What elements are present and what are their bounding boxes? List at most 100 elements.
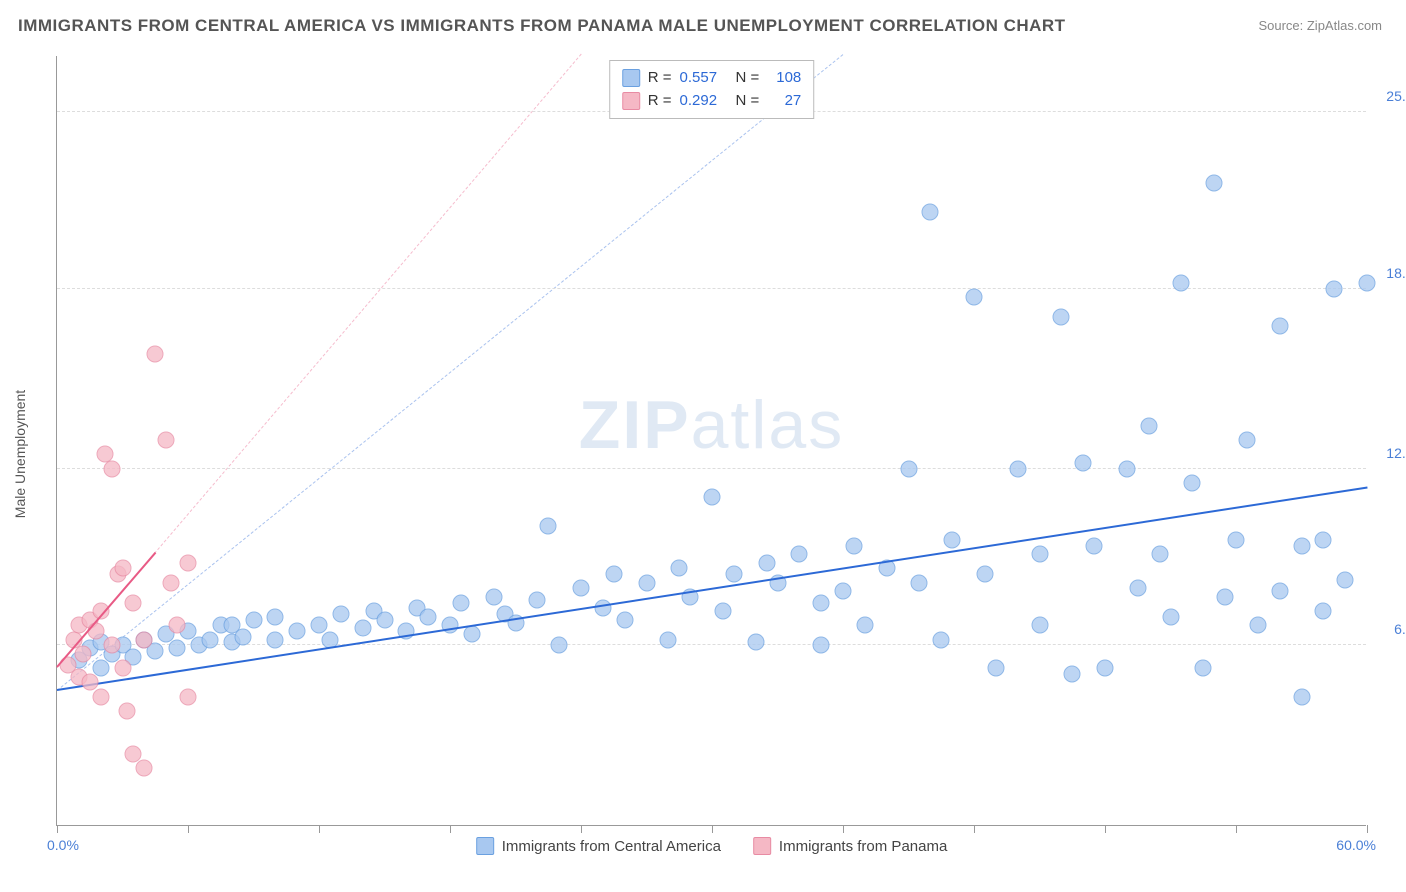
scatter-point <box>1009 460 1026 477</box>
scatter-point <box>966 289 983 306</box>
stat-n-value: 108 <box>767 67 801 90</box>
scatter-point <box>267 608 284 625</box>
scatter-point <box>485 588 502 605</box>
gridline <box>57 644 1366 645</box>
scatter-point <box>1315 603 1332 620</box>
scatter-point <box>92 688 109 705</box>
scatter-point <box>1140 417 1157 434</box>
scatter-point <box>638 574 655 591</box>
x-tick <box>450 825 451 833</box>
scatter-point <box>1195 660 1212 677</box>
x-tick <box>1105 825 1106 833</box>
x-tick <box>974 825 975 833</box>
scatter-point <box>420 608 437 625</box>
scatter-point <box>234 628 251 645</box>
scatter-point <box>1206 175 1223 192</box>
scatter-point <box>747 634 764 651</box>
scatter-point <box>1031 617 1048 634</box>
stat-n-label: N = <box>736 90 760 113</box>
scatter-point <box>791 546 808 563</box>
scatter-point <box>1293 688 1310 705</box>
stat-r-value: 0.292 <box>680 90 728 113</box>
scatter-point <box>1129 580 1146 597</box>
scatter-point <box>1184 474 1201 491</box>
stat-r-value: 0.557 <box>680 67 728 90</box>
scatter-point <box>463 625 480 642</box>
scatter-point <box>125 594 142 611</box>
scatter-point <box>976 566 993 583</box>
scatter-point <box>1151 546 1168 563</box>
scatter-point <box>987 660 1004 677</box>
scatter-point <box>1086 537 1103 554</box>
scatter-point <box>1118 460 1135 477</box>
scatter-point <box>1271 317 1288 334</box>
scatter-point <box>900 460 917 477</box>
stats-row: R =0.557N =108 <box>622 67 802 90</box>
trend-line-extrapolation <box>57 54 844 691</box>
scatter-point <box>714 603 731 620</box>
scatter-point <box>911 574 928 591</box>
scatter-point <box>92 660 109 677</box>
x-tick <box>188 825 189 833</box>
plot-area: ZIPatlas R =0.557N =108R =0.292N =27 0.0… <box>56 56 1366 826</box>
scatter-point <box>1293 537 1310 554</box>
scatter-point <box>114 560 131 577</box>
stat-n-label: N = <box>736 67 760 90</box>
y-tick-label: 18.8% <box>1386 265 1406 281</box>
x-tick <box>319 825 320 833</box>
scatter-point <box>180 554 197 571</box>
scatter-point <box>354 620 371 637</box>
scatter-point <box>114 660 131 677</box>
scatter-point <box>103 637 120 654</box>
y-axis-label: Male Unemployment <box>12 390 28 518</box>
scatter-point <box>158 432 175 449</box>
scatter-point <box>1217 588 1234 605</box>
scatter-point <box>725 566 742 583</box>
scatter-point <box>856 617 873 634</box>
legend-item: Immigrants from Central America <box>476 837 721 855</box>
scatter-point <box>1064 665 1081 682</box>
stats-legend-box: R =0.557N =108R =0.292N =27 <box>609 60 815 119</box>
scatter-point <box>845 537 862 554</box>
scatter-point <box>1053 309 1070 326</box>
scatter-point <box>1326 280 1343 297</box>
gridline <box>57 468 1366 469</box>
scatter-point <box>1173 275 1190 292</box>
watermark: ZIPatlas <box>579 386 844 464</box>
scatter-point <box>758 554 775 571</box>
legend-swatch <box>622 92 640 110</box>
scatter-point <box>944 531 961 548</box>
scatter-point <box>933 631 950 648</box>
scatter-point <box>573 580 590 597</box>
scatter-point <box>704 489 721 506</box>
scatter-point <box>267 631 284 648</box>
scatter-point <box>1075 454 1092 471</box>
legend-swatch <box>476 837 494 855</box>
legend-label: Immigrants from Central America <box>502 838 721 855</box>
x-tick <box>1236 825 1237 833</box>
scatter-point <box>452 594 469 611</box>
scatter-point <box>136 759 153 776</box>
scatter-point <box>551 637 568 654</box>
trend-line <box>57 487 1367 691</box>
scatter-point <box>169 640 186 657</box>
scatter-point <box>1228 531 1245 548</box>
x-tick <box>1367 825 1368 833</box>
scatter-point <box>922 203 939 220</box>
legend-label: Immigrants from Panama <box>779 838 947 855</box>
stat-n-value: 27 <box>767 90 801 113</box>
scatter-point <box>147 346 164 363</box>
legend-swatch <box>622 69 640 87</box>
x-axis-min-label: 0.0% <box>47 837 79 853</box>
x-tick <box>843 825 844 833</box>
y-tick-label: 6.3% <box>1394 621 1406 637</box>
y-tick-label: 25.0% <box>1386 88 1406 104</box>
x-axis-max-label: 60.0% <box>1336 837 1376 853</box>
scatter-point <box>1097 660 1114 677</box>
scatter-point <box>162 574 179 591</box>
chart-title: IMMIGRANTS FROM CENTRAL AMERICA VS IMMIG… <box>18 16 1066 36</box>
source-attribution: Source: ZipAtlas.com <box>1258 18 1382 33</box>
scatter-point <box>1238 432 1255 449</box>
scatter-point <box>180 688 197 705</box>
stats-row: R =0.292N =27 <box>622 90 802 113</box>
